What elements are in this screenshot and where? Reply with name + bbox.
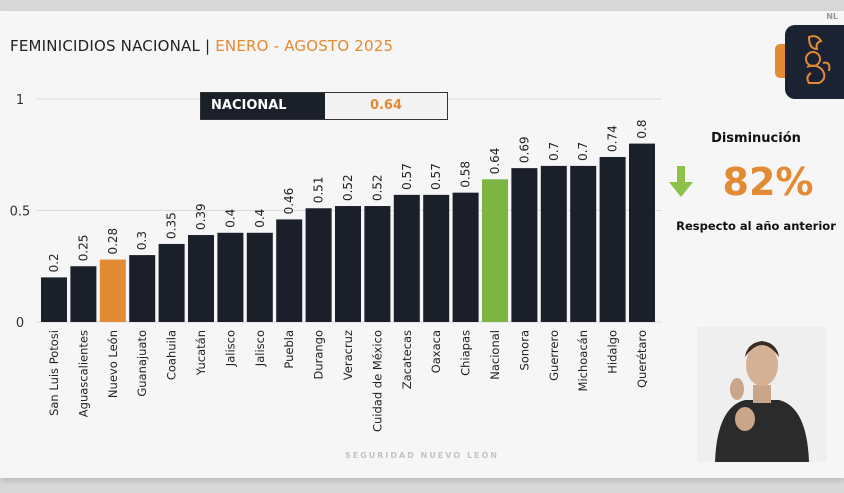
y-tick-label: 1 [16, 93, 24, 108]
bar [452, 192, 479, 322]
badge-tab [775, 44, 785, 78]
bar [364, 206, 391, 322]
corner-logo: NL [826, 12, 838, 21]
bar [276, 219, 303, 322]
value-label: 0.7 [576, 142, 590, 161]
bar [511, 168, 538, 322]
value-label: 0.52 [341, 174, 355, 201]
category-label: Michoacán [576, 330, 590, 391]
category-label: Chiapas [459, 330, 473, 376]
bar [629, 143, 655, 322]
value-label: 0.64 [488, 148, 502, 175]
bar [335, 206, 361, 322]
category-label: Puebla [282, 330, 296, 369]
value-label: 0.46 [282, 188, 296, 215]
bar [99, 259, 126, 322]
category-label: Sonora [517, 330, 531, 370]
category-label: Veracruz [341, 330, 355, 380]
bar [70, 266, 97, 322]
value-label: 0.39 [194, 203, 208, 230]
category-label: Jalisco [223, 330, 237, 367]
sign-language-interpreter-video [697, 327, 827, 462]
value-label: 0.28 [106, 228, 120, 255]
bar [393, 194, 420, 322]
value-label: 0.74 [606, 125, 620, 152]
category-label: Durango [312, 330, 326, 380]
value-label: 0.8 [635, 120, 649, 139]
summary-value: 82% [722, 160, 814, 204]
bar [570, 165, 597, 322]
summary-subtext: Respecto al año anterior [676, 219, 836, 233]
bar [158, 243, 185, 322]
category-label: Aguascalientes [76, 330, 90, 417]
value-label: 0.69 [517, 136, 531, 163]
bar [423, 194, 450, 322]
nacional-label: NACIONAL [201, 93, 325, 119]
category-label: Zacatecas [400, 330, 414, 389]
value-label: 0.3 [135, 231, 149, 250]
value-label: 0.7 [547, 142, 561, 161]
category-label: Oaxaca [429, 330, 443, 373]
nacional-box: NACIONAL 0.64 [200, 92, 448, 120]
bar [217, 232, 244, 322]
category-label: Jalisco [253, 330, 267, 367]
category-label: Cuidad de México [370, 330, 384, 432]
category-label: Querétaro [635, 330, 649, 388]
bar [599, 156, 626, 322]
interpreter-icon [697, 327, 827, 462]
title-main: FEMINICIDIOS NACIONAL | [10, 37, 216, 55]
bar [305, 208, 332, 322]
bar [129, 255, 156, 322]
value-label: 0.25 [76, 235, 90, 262]
value-label: 0.57 [429, 163, 443, 190]
value-label: 0.4 [223, 209, 237, 228]
category-label: Guerrero [547, 330, 561, 381]
value-label: 0.2 [47, 253, 61, 272]
value-label: 0.51 [312, 177, 326, 204]
category-label: Coahuila [165, 330, 179, 380]
bar [246, 232, 273, 322]
value-label: 0.57 [400, 163, 414, 190]
footer-text: SEGURIDAD NUEVO LEÓN [344, 451, 500, 460]
bar [188, 235, 214, 322]
arrow-down-icon [669, 166, 693, 197]
lion-logo-icon [785, 25, 844, 99]
bar [540, 165, 567, 322]
page-title: FEMINICIDIOS NACIONAL | ENERO - AGOSTO 2… [10, 37, 393, 55]
category-label: Yucatán [194, 330, 208, 376]
value-label: 0.58 [459, 161, 473, 188]
y-tick-label: 0 [16, 316, 24, 331]
value-label: 0.4 [253, 209, 267, 228]
category-label: Hidalgo [606, 330, 620, 374]
y-tick-label: 0.5 [10, 205, 31, 220]
category-label: Nacional [488, 330, 502, 380]
category-label: San Luis Potosi [47, 330, 61, 416]
summary-heading: Disminución [711, 131, 801, 146]
value-label: 0.52 [370, 174, 384, 201]
title-period: ENERO - AGOSTO 2025 [215, 37, 394, 55]
value-label: 0.35 [165, 212, 179, 239]
category-label: Nuevo León [106, 330, 120, 398]
bar [482, 179, 508, 322]
nacional-value: 0.64 [369, 98, 403, 113]
bar [41, 277, 67, 322]
category-label: Guanajuato [135, 330, 149, 397]
